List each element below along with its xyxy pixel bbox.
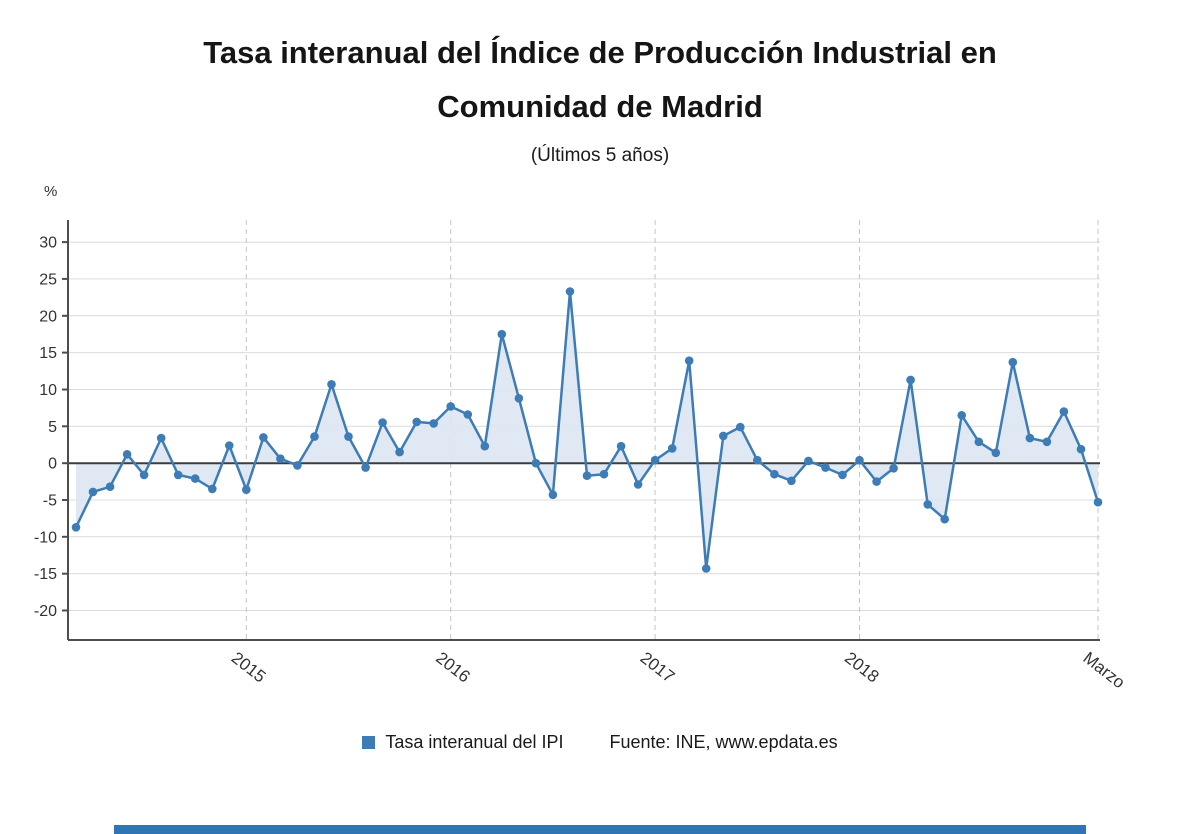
chart-card: Tasa interanual del Índice de Producción… (0, 26, 1200, 834)
y-tick-label: -20 (34, 603, 57, 620)
data-point (242, 484, 251, 494)
data-point (1042, 437, 1052, 446)
data-point (105, 481, 115, 491)
data-point (684, 355, 694, 365)
data-point (429, 418, 439, 428)
footer-bar (114, 825, 1086, 834)
data-point (480, 441, 490, 451)
data-point (88, 487, 98, 496)
legend-series-label: Tasa interanual del IPI (385, 731, 564, 752)
data-point (395, 447, 404, 456)
data-point (463, 409, 473, 419)
data-point (821, 462, 830, 472)
data-point (1059, 406, 1069, 416)
data-point (667, 443, 677, 453)
data-point (701, 563, 711, 573)
source-text: Fuente: INE, www.epdata.es (609, 731, 838, 752)
chart-legend: Tasa interanual del IPI Fuente: INE, www… (0, 732, 1200, 753)
x-tick-label: 2018 (841, 648, 883, 686)
data-point (208, 484, 217, 493)
y-tick-label: 25 (39, 271, 57, 288)
data-point (838, 470, 847, 479)
y-tick-label: 20 (39, 308, 57, 325)
data-point (173, 470, 183, 479)
data-point (582, 470, 592, 480)
data-point (753, 455, 762, 465)
x-tick-label: 2015 (228, 648, 270, 686)
x-tick-label: 2016 (432, 648, 474, 686)
x-tick-label: Marzo (1080, 648, 1129, 692)
series-area (76, 291, 1098, 568)
data-point (1008, 357, 1018, 366)
data-point (991, 448, 1001, 457)
page: { "page": { "title": "Tasa interanual de… (0, 26, 1200, 834)
data-point (719, 431, 728, 440)
series-line (74, 289, 1100, 570)
data-point (616, 441, 626, 451)
data-point (787, 476, 796, 485)
data-point (565, 286, 575, 296)
y-tick-label: 5 (48, 418, 57, 435)
y-tick-label: -15 (34, 566, 57, 583)
data-point (344, 431, 353, 441)
data-point (1025, 433, 1035, 442)
data-point (514, 393, 524, 403)
y-tick-label: 10 (39, 382, 57, 399)
data-point (378, 417, 387, 427)
data-point (599, 469, 609, 479)
data-point (804, 456, 813, 465)
data-point (650, 455, 660, 465)
data-point (156, 433, 166, 442)
data-point (361, 462, 370, 472)
data-point (940, 514, 949, 523)
chart-subtitle: (Últimos 5 años) (530, 144, 670, 166)
data-point (293, 460, 302, 470)
data-point (122, 449, 132, 459)
data-point (770, 469, 779, 479)
data-point (548, 490, 558, 499)
data-point (190, 473, 200, 483)
data-point (327, 379, 336, 389)
data-point (906, 375, 915, 384)
chart-area: % 30 25 20 15 10 5 0 -5 -10 -15 -20 2015 2016 2017 201… (0, 183, 1200, 708)
data-point (1093, 497, 1103, 507)
y-tick-label: -5 (43, 492, 57, 509)
data-point (855, 455, 864, 465)
data-point (736, 422, 745, 431)
data-point (531, 458, 541, 468)
data-point (889, 463, 898, 473)
data-point (974, 437, 984, 446)
data-point (71, 522, 81, 532)
data-point (225, 440, 234, 450)
data-point (633, 479, 643, 489)
data-point (497, 329, 507, 338)
data-point (957, 410, 966, 420)
y-tick-label: -10 (34, 529, 57, 546)
data-point (872, 476, 881, 486)
y-tick-label: 30 (39, 234, 57, 251)
legend-swatch-icon (362, 735, 376, 749)
x-tick-label: 2017 (637, 648, 679, 686)
data-point (259, 432, 268, 442)
chart-title: Tasa interanual del Índice de Producción… (203, 35, 997, 125)
y-tick-label: 0 (48, 455, 57, 472)
data-point (412, 417, 422, 426)
y-axis-unit-label: % (44, 182, 58, 200)
data-point (276, 453, 285, 463)
y-tick-label: 15 (39, 345, 57, 362)
data-point (1076, 444, 1086, 454)
data-point (923, 499, 932, 509)
data-point (310, 431, 319, 441)
data-point (139, 470, 149, 479)
data-point (446, 401, 456, 411)
